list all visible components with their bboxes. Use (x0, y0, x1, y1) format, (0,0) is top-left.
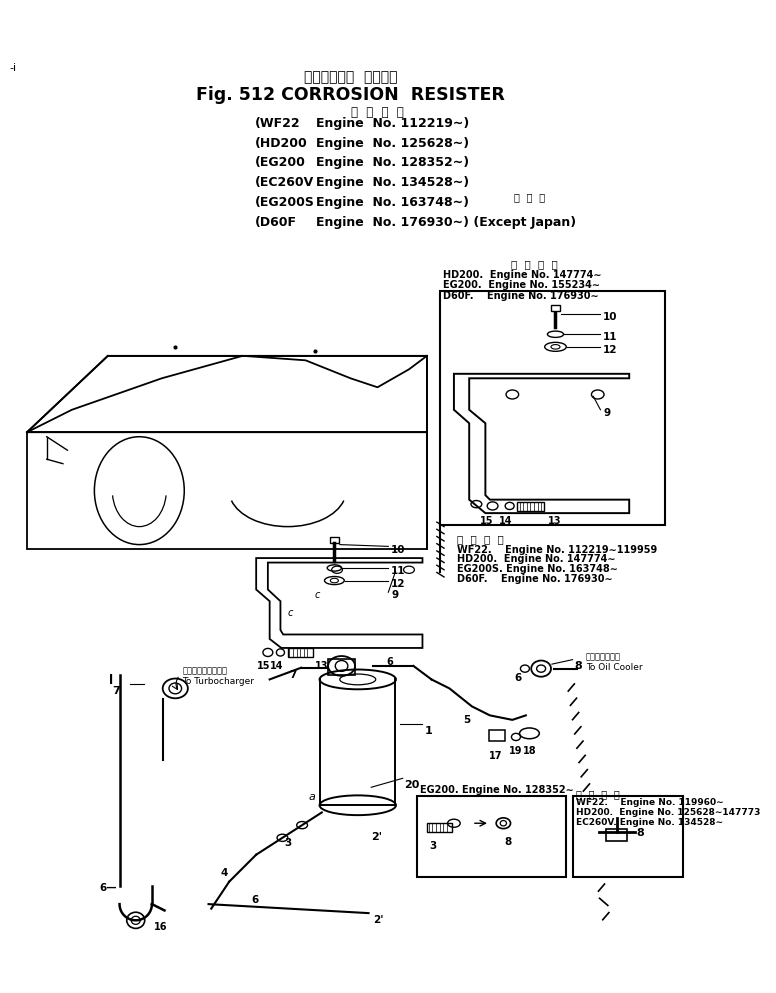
Text: 20: 20 (404, 780, 420, 790)
Text: c: c (288, 608, 293, 618)
Bar (551, 306, 560, 311)
Text: 5: 5 (463, 715, 470, 725)
Text: 適  用  号  機: 適 用 号 機 (511, 259, 558, 270)
Bar (328, 658, 355, 675)
Text: HD200.  Engine No. 147774∼: HD200. Engine No. 147774∼ (443, 269, 601, 280)
Text: 4: 4 (220, 868, 227, 878)
Text: 適  用  号  機: 適 用 号 機 (456, 534, 504, 544)
Text: コロージョン  レジスタ: コロージョン レジスタ (304, 70, 397, 84)
Text: 16: 16 (154, 922, 167, 932)
Bar (288, 648, 313, 657)
Text: Engine  No. 128352∼): Engine No. 128352∼) (317, 156, 469, 169)
Text: Engine  No. 176930∼) (Except Japan): Engine No. 176930∼) (Except Japan) (317, 215, 577, 228)
Text: 適  用  号  機: 適 用 号 機 (352, 106, 404, 119)
Text: D60F.    Engine No. 176930∼: D60F. Engine No. 176930∼ (443, 291, 599, 301)
Bar (427, 823, 452, 832)
Bar (330, 537, 339, 543)
Text: 7: 7 (289, 670, 296, 680)
Text: 13: 13 (314, 661, 328, 671)
Text: 11: 11 (603, 333, 618, 343)
Text: 3: 3 (284, 838, 291, 848)
Text: 2': 2' (371, 832, 383, 842)
Bar (441, 291, 665, 525)
Text: Engine  No. 125628∼): Engine No. 125628∼) (317, 136, 469, 150)
Text: Engine  No. 134528∼): Engine No. 134528∼) (317, 176, 469, 189)
Bar (606, 828, 628, 841)
Text: 8: 8 (636, 828, 644, 838)
Text: (HD200: (HD200 (255, 136, 307, 150)
Bar (517, 502, 544, 511)
Text: 9: 9 (391, 591, 398, 601)
Text: c: c (314, 590, 320, 600)
Text: To Turbocharger: To Turbocharger (182, 676, 255, 686)
Text: EG200.  Engine No. 155234∼: EG200. Engine No. 155234∼ (443, 280, 600, 290)
Text: (WF22: (WF22 (255, 117, 300, 130)
Text: (D60F: (D60F (255, 215, 296, 228)
Text: (EG200S: (EG200S (255, 196, 314, 209)
Text: 8: 8 (504, 837, 511, 847)
Bar (489, 730, 505, 741)
Text: 適  用  号  機: 適 用 号 機 (576, 789, 620, 799)
Text: 6: 6 (251, 895, 259, 906)
Text: Fig. 512 CORROSION  RESISTER: Fig. 512 CORROSION RESISTER (196, 86, 505, 104)
Text: 17: 17 (489, 752, 502, 762)
Text: 15: 15 (257, 661, 270, 671)
Text: HD200.  Engine No. 147774∼: HD200. Engine No. 147774∼ (456, 554, 615, 564)
Text: 14: 14 (499, 515, 513, 526)
Text: 12: 12 (603, 345, 618, 355)
Text: To Oil Cooler: To Oil Cooler (586, 663, 643, 672)
Text: Engine  No. 112219∼): Engine No. 112219∼) (317, 117, 469, 130)
Text: EC260V. Engine No. 134528∼: EC260V. Engine No. 134528∼ (576, 818, 723, 827)
Text: (EC260V: (EC260V (255, 176, 314, 189)
Text: 14: 14 (270, 661, 283, 671)
Text: 9: 9 (603, 408, 610, 418)
Text: 10: 10 (603, 312, 618, 322)
Text: Engine  No. 163748∼): Engine No. 163748∼) (317, 196, 469, 209)
Text: 10: 10 (391, 544, 406, 554)
Text: a: a (308, 791, 315, 801)
Text: 13: 13 (549, 515, 562, 526)
Text: D60F.    Engine No. 176930∼: D60F. Engine No. 176930∼ (456, 574, 612, 584)
Text: WF22.    Engine No. 119960∼: WF22. Engine No. 119960∼ (576, 798, 724, 807)
Text: 15: 15 (480, 515, 494, 526)
Text: 6: 6 (514, 673, 521, 683)
Text: 18: 18 (522, 746, 536, 756)
Text: (EG200: (EG200 (255, 156, 305, 169)
Text: 3: 3 (430, 841, 437, 851)
Text: 11: 11 (391, 566, 406, 576)
Text: WF22.    Engine No. 112219∼119959: WF22. Engine No. 112219∼119959 (456, 544, 656, 554)
Text: -i: -i (9, 63, 16, 72)
Text: 1: 1 (425, 726, 433, 736)
Text: EG200. Engine No. 128352∼: EG200. Engine No. 128352∼ (420, 785, 573, 795)
Text: EG200S. Engine No. 163748∼: EG200S. Engine No. 163748∼ (456, 564, 618, 574)
Bar (573, 796, 683, 877)
Text: オイルクーラヘ: オイルクーラヘ (586, 652, 621, 661)
Text: HD200.  Engine No. 125628∼147773: HD200. Engine No. 125628∼147773 (576, 808, 760, 817)
Text: l: l (109, 674, 113, 687)
Text: 海  外  向: 海 外 向 (514, 193, 546, 203)
Text: 12: 12 (391, 579, 406, 589)
Text: ターボチャージャヘ: ターボチャージャヘ (182, 666, 227, 675)
Text: 8: 8 (574, 661, 582, 671)
Text: 2': 2' (373, 915, 383, 924)
Text: 6: 6 (386, 657, 393, 667)
Text: 7: 7 (113, 686, 120, 696)
Bar (417, 796, 566, 877)
Text: 19: 19 (509, 746, 523, 756)
Text: 6—: 6— (100, 884, 117, 894)
